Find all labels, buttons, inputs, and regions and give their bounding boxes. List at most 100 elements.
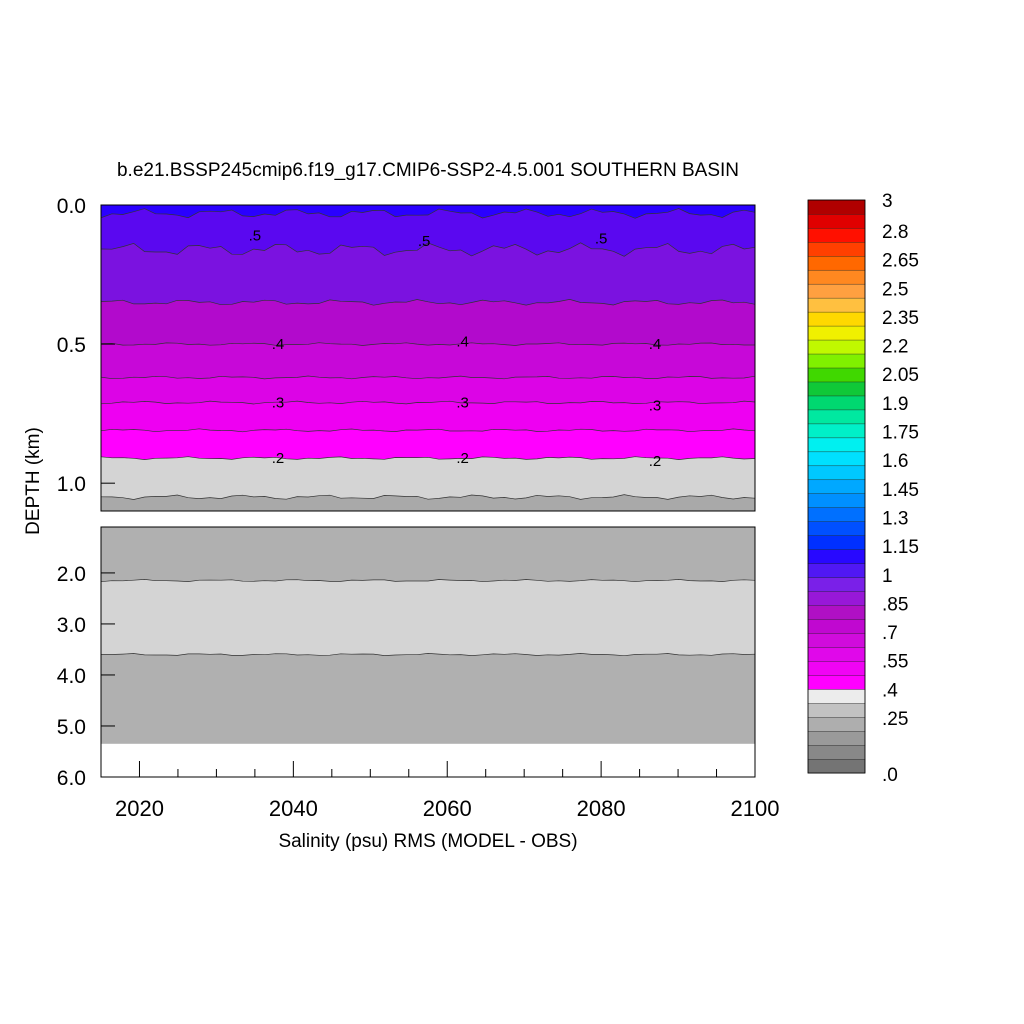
y-tick-label: 1.0	[57, 473, 86, 496]
colorbar-tick-label: .4	[882, 680, 898, 701]
colorbar-tick-label: 1.75	[882, 423, 919, 444]
colorbar-swatch	[807, 758, 866, 774]
colorbar-tick-label: 1.15	[882, 537, 919, 558]
colorbar-swatch	[807, 479, 866, 494]
depth-band	[101, 653, 755, 744]
contour-line	[101, 299, 755, 306]
contour-line	[101, 494, 755, 500]
x-tick-label: 2080	[577, 796, 626, 821]
colorbar-swatch	[807, 744, 866, 760]
contour-label: .5	[418, 233, 431, 250]
colorbar-swatch	[807, 730, 866, 746]
y-tick-label: 2.0	[57, 563, 86, 586]
colorbar-swatch	[807, 647, 866, 662]
contour-label: .2	[456, 450, 469, 467]
panel-frame	[100, 204, 756, 512]
colorbar-swatch	[807, 633, 866, 648]
contour-line	[101, 400, 755, 405]
colorbar-swatch	[807, 451, 866, 467]
colorbar-swatch	[807, 521, 866, 536]
contour-line	[101, 375, 755, 380]
contour-line	[101, 653, 755, 657]
colorbar-swatch	[807, 619, 866, 634]
colorbar-swatch	[807, 423, 866, 439]
x-tick-label: 2060	[423, 796, 472, 821]
colorbar-swatch	[807, 688, 866, 704]
colorbar-swatch	[807, 437, 866, 453]
colorbar-tick-label: 3	[882, 191, 893, 212]
colorbar-swatch	[807, 367, 866, 383]
contour-line	[101, 579, 755, 583]
colorbar-swatch	[807, 227, 866, 243]
x-axis-label: Salinity (psu) RMS (MODEL - OBS)	[278, 831, 577, 852]
colorbar-swatch	[807, 591, 866, 606]
colorbar-swatch	[807, 549, 866, 564]
colorbar-swatch	[807, 339, 866, 355]
colorbar-swatch	[807, 353, 866, 369]
colorbar-tick-label: 1.9	[882, 394, 908, 415]
contour-label: .3	[272, 395, 285, 412]
colorbar-tick-label: 2.5	[882, 279, 908, 300]
contour-line	[101, 456, 755, 460]
colorbar-swatch	[807, 199, 866, 215]
y-tick-label: 0.0	[57, 195, 86, 218]
colorbar-tick-label: 2.05	[882, 365, 919, 386]
contour-label: .4	[456, 333, 469, 350]
colorbar-tick-label: .7	[882, 623, 898, 644]
colorbar-tick-label: 2.65	[882, 251, 919, 272]
x-tick-label: 2100	[731, 796, 780, 821]
colorbar-swatch	[807, 325, 866, 341]
y-tick-label: 5.0	[57, 716, 86, 739]
colorbar-swatch	[807, 577, 866, 592]
y-tick-label: 3.0	[57, 614, 86, 637]
colorbar-swatch	[807, 297, 866, 313]
contour-label: .2	[649, 453, 662, 470]
contour-label: .5	[595, 230, 608, 247]
contour-label: .4	[649, 336, 662, 353]
colorbar-swatch	[807, 493, 866, 508]
panel-frame	[100, 526, 756, 778]
colorbar-legend: 3 2.8 2.65 2.5 2.35 2.2 2.05 1.9 1.75 1.6 1.45 1.3 1…	[807, 191, 919, 786]
chart-title: b.e21.BSSP245cmip6.f19_g17.CMIP6-SSP2-4.…	[117, 160, 739, 181]
contour-line	[101, 428, 755, 433]
upper-depth-panel: .5 .5 .5 .4 .4 .4 .3 .3 .3 .2 .2 .2 0.0 0.5 1.0	[57, 195, 756, 512]
colorbar-tick-label: .0	[882, 765, 898, 786]
colorbar-tick-label: 1.45	[882, 480, 919, 501]
contour-line	[101, 208, 755, 219]
colorbar-swatch	[807, 255, 866, 271]
y-tick-label: 4.0	[57, 665, 86, 688]
colorbar-swatch	[807, 660, 866, 676]
colorbar-tick-label: .25	[882, 709, 908, 730]
contour-label: .3	[456, 395, 469, 412]
y-tick-label: 6.0	[57, 767, 86, 790]
colorbar-swatch	[807, 702, 866, 718]
colorbar-swatch	[807, 311, 866, 327]
contour-label: .3	[649, 397, 662, 414]
colorbar-swatch	[807, 563, 866, 578]
colorbar-swatch	[807, 465, 866, 481]
x-axis: 2020 2040 2060 2080 2100	[115, 761, 779, 821]
colorbar-swatch	[807, 283, 866, 299]
colorbar-tick-label: .85	[882, 594, 908, 615]
colorbar-swatch	[807, 381, 866, 397]
colorbar-swatch	[807, 674, 866, 690]
colorbar-swatch	[807, 507, 866, 522]
colorbar-swatch	[807, 535, 866, 550]
x-tick-label: 2040	[269, 796, 318, 821]
x-tick-label: 2020	[115, 796, 164, 821]
y-tick-label: 0.5	[57, 334, 86, 357]
y-axis-label: DEPTH (km)	[23, 427, 44, 535]
contour-label: .2	[272, 450, 285, 467]
contour-label: .5	[249, 228, 262, 245]
colorbar-tick-label: 2.2	[882, 337, 908, 358]
colorbar-swatch	[807, 716, 866, 732]
lower-depth-panel: 2.0 3.0 4.0 5.0 6.0	[57, 526, 756, 790]
contour-line	[101, 342, 755, 346]
colorbar-swatch	[807, 269, 866, 285]
colorbar-tick-label: 1.6	[882, 451, 908, 472]
colorbar-swatch	[807, 395, 866, 411]
colorbar-swatch	[807, 605, 866, 620]
colorbar-swatch	[807, 213, 866, 229]
depth-band	[101, 494, 755, 511]
